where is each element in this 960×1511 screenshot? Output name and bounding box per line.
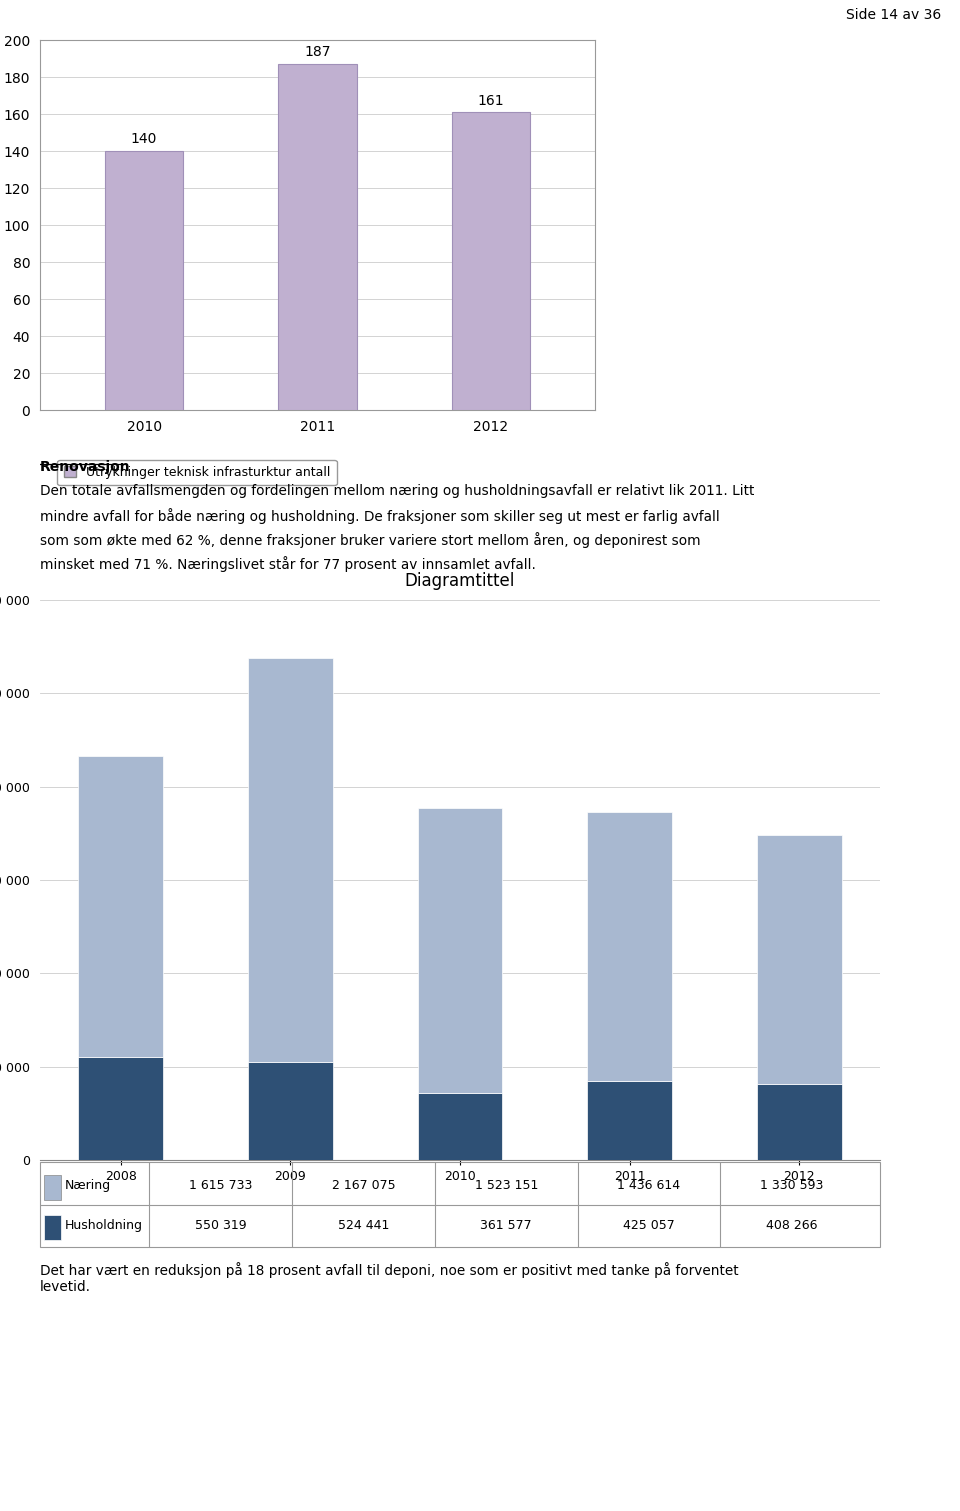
Text: 1 330 593: 1 330 593 <box>760 1179 824 1192</box>
Text: 524 441: 524 441 <box>338 1219 389 1233</box>
Text: Renovasjon: Renovasjon <box>40 459 131 474</box>
Text: Næring: Næring <box>65 1179 111 1192</box>
Bar <box>248 657 333 1062</box>
Bar <box>757 836 842 1083</box>
Title: Diagramtittel: Diagramtittel <box>405 573 516 591</box>
Text: 161: 161 <box>478 94 504 107</box>
Text: 1 615 733: 1 615 733 <box>189 1179 252 1192</box>
Bar <box>452 112 530 409</box>
Text: Den totale avfallsmengden og fordelingen mellom næring og husholdningsavfall er : Den totale avfallsmengden og fordelingen… <box>40 484 755 499</box>
Bar <box>44 1174 61 1200</box>
Text: Side 14 av 36: Side 14 av 36 <box>846 8 941 23</box>
Text: 1 523 151: 1 523 151 <box>474 1179 538 1192</box>
Bar <box>44 1215 61 1241</box>
Text: 2 167 075: 2 167 075 <box>331 1179 396 1192</box>
Bar <box>105 151 183 409</box>
Text: Det har vært en reduksjon på 18 prosent avfall til deponi, noe som er positivt m: Det har vært en reduksjon på 18 prosent … <box>40 1262 738 1293</box>
Bar <box>78 1058 163 1160</box>
Text: som som økte med 62 %, denne fraksjoner bruker variere stort mellom åren, og dep: som som økte med 62 %, denne fraksjoner … <box>40 532 701 548</box>
Legend: Utrykninger teknisk infrasturktur antall: Utrykninger teknisk infrasturktur antall <box>58 459 337 485</box>
Bar <box>278 63 356 409</box>
Text: mindre avfall for både næring og husholdning. De fraksjoner som skiller seg ut m: mindre avfall for både næring og hushold… <box>40 508 720 524</box>
Bar <box>418 808 502 1092</box>
Bar <box>588 813 672 1080</box>
Text: 1 436 614: 1 436 614 <box>617 1179 681 1192</box>
Text: 140: 140 <box>131 133 157 147</box>
Text: 187: 187 <box>304 45 331 59</box>
Bar <box>418 1092 502 1160</box>
Bar <box>588 1080 672 1160</box>
Bar <box>78 756 163 1058</box>
Bar <box>757 1083 842 1160</box>
Text: 361 577: 361 577 <box>480 1219 532 1233</box>
Text: 408 266: 408 266 <box>766 1219 818 1233</box>
Text: 550 319: 550 319 <box>195 1219 247 1233</box>
Text: 425 057: 425 057 <box>623 1219 675 1233</box>
Bar <box>248 1062 333 1160</box>
Text: Husholdning: Husholdning <box>65 1219 143 1233</box>
Text: minsket med 71 %. Næringslivet står for 77 prosent av innsamlet avfall.: minsket med 71 %. Næringslivet står for … <box>40 556 536 573</box>
